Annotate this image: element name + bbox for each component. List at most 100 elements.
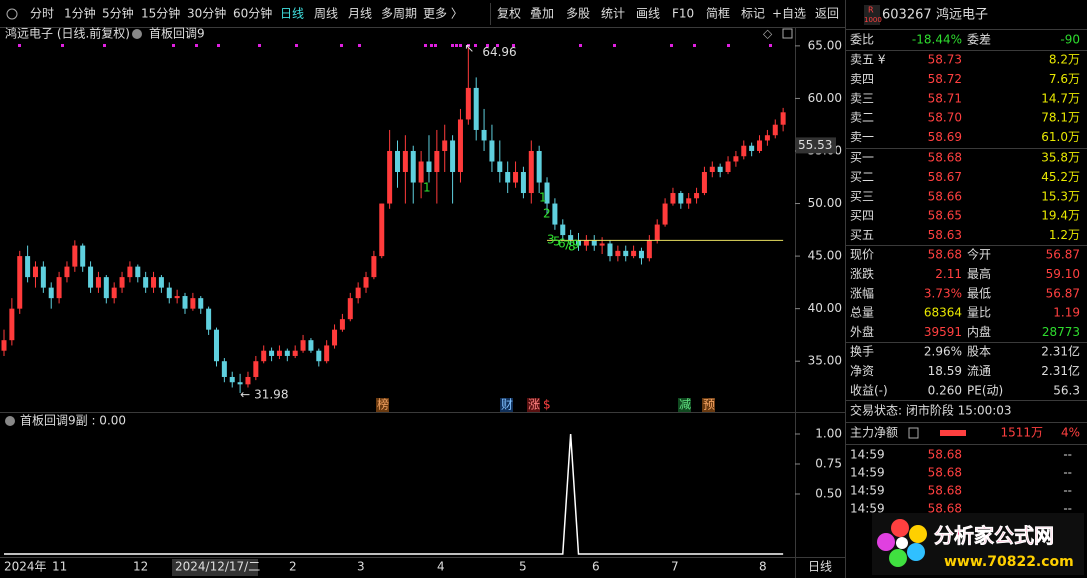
event-tag[interactable]: 榜 [377,397,389,412]
toolbar-button[interactable]: 多股 [566,7,590,21]
candle-body [245,376,251,385]
signal-dot [451,44,454,47]
x-tick-label: 3 [357,560,365,574]
signal-number: 5 [553,235,561,249]
quote-cell: 58.68 [928,448,962,462]
candle-body [678,193,684,204]
event-tag[interactable]: 减 [679,398,691,412]
candle-body [749,145,755,151]
x-tick-label: 8 [759,560,767,574]
quote-cell: 28773 [1042,325,1080,339]
toolbar-button[interactable]: 30分钟 [187,6,226,21]
logo-center [896,537,908,549]
event-tag[interactable]: 财 [501,398,513,412]
signal-number: 9 [572,238,580,252]
candle-body [442,140,448,151]
logo-petal [889,549,907,567]
x-tick-label: 6 [592,560,600,574]
logo-petal [909,525,927,543]
quote-cell: 涨幅 [850,285,874,300]
candle-body [694,193,700,199]
price-tag: 55.53 [798,138,832,152]
badge: 1000 [864,16,882,24]
candle-body [402,150,408,173]
y-tick-label: 40.00 [808,301,842,315]
toolbar-button[interactable]: 15分钟 [141,6,180,21]
main-flow-pct: 4% [1061,426,1080,440]
toolbar-button[interactable]: 60分钟 [233,6,272,21]
quote-cell: 58.70 [928,111,962,125]
quote-cell: 总量 [850,306,874,320]
toolbar-button[interactable]: 返回 [815,7,839,21]
toolbar-button[interactable]: 复权 [497,7,521,21]
quote-cell: 19.4万 [1041,209,1080,223]
candle-body [127,266,133,278]
quote-cell: 净资 [850,364,874,378]
quote-cell: 58.68 [928,151,962,165]
signal-dot [512,44,515,47]
quote-cell: 卖一 [850,130,874,144]
candle-body [654,224,660,241]
candle-body [64,266,70,278]
signal-dot [258,44,261,47]
candle-body [450,140,456,173]
crosshair-date-box [172,559,258,576]
x-tick-label: 11 [52,560,67,574]
signal-dot [18,44,21,47]
candle-body [56,277,62,299]
toolbar-button[interactable]: 标记 [741,7,765,21]
quote-cell: 45.2万 [1041,170,1080,184]
quote-cell: 换手 [850,345,874,359]
price-tag-box [796,137,836,154]
event-tag-box [500,398,513,412]
toolbar-button[interactable]: 简框 [706,7,730,21]
candle-body [631,250,637,257]
quote-cell: 卖三 [850,91,874,105]
y-tick-label: 45.00 [808,249,842,263]
candle-body [536,150,542,183]
candle-body [662,203,668,225]
toolbar-button[interactable]: +自选 [772,7,806,21]
candle-body [434,150,440,173]
toolbar-button[interactable]: 5分钟 [102,6,134,21]
window-icon[interactable] [782,28,793,39]
candle-body [410,150,416,183]
candle-body [489,140,495,162]
signal-dot [670,44,673,47]
flow-icon [908,427,919,439]
toolbar-button[interactable]: 画线 [636,7,660,21]
toolbar-button[interactable]: 更多 〉 [423,7,463,21]
diamond-icon[interactable]: ◇ [763,27,773,41]
x-tick-label: 7 [671,560,679,574]
candle-body [339,319,345,330]
quote-cell: 委差 [967,33,991,47]
logo-petal [907,543,925,561]
toolbar-button[interactable]: F10 [672,7,694,21]
toolbar-button[interactable]: 1分钟 [64,6,96,21]
event-tag[interactable]: $ [543,398,551,412]
event-tag[interactable]: 预 [703,398,715,412]
quote-cell: 78.1万 [1041,111,1080,125]
signal-dot [693,44,696,47]
toolbar-button[interactable]: 月线 [348,7,372,21]
event-tag-box [702,398,715,412]
toolbar-button[interactable]: 多周期 [381,7,417,21]
quote-cell: 39591 [924,325,962,339]
signal-dot [727,44,730,47]
signal-dot [613,44,616,47]
signal-dot [467,44,470,47]
toolbar-button[interactable]: 叠加 [530,7,554,21]
indicator-icon[interactable] [132,29,142,39]
toolbar-button[interactable]: 分时 [30,7,54,21]
settings-icon[interactable] [6,8,18,20]
toolbar-button[interactable]: 日线 [280,7,304,21]
period-label[interactable]: 日线 [808,560,832,574]
toolbar-button[interactable]: 统计 [601,7,625,21]
toolbar-button[interactable]: 周线 [314,7,338,21]
sub-indicator-icon[interactable] [5,416,15,426]
candle-body [276,350,282,356]
signal-dot [295,44,298,47]
candle-body [568,235,574,241]
event-tag[interactable]: 涨 [528,397,540,412]
